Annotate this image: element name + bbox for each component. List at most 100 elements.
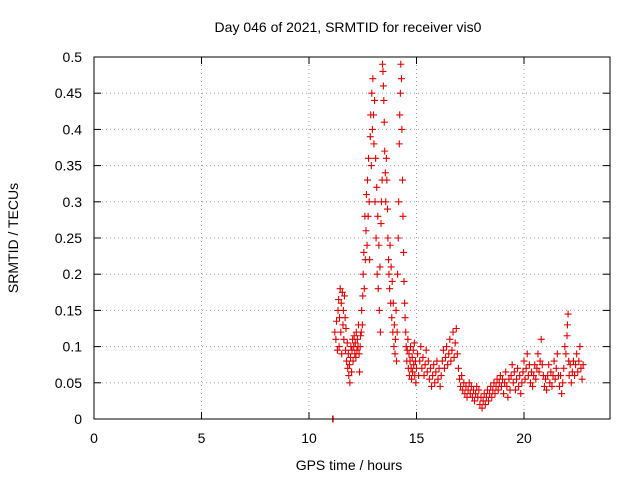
data-point bbox=[383, 176, 391, 184]
data-point bbox=[379, 60, 387, 68]
x-tick-label: 10 bbox=[301, 430, 317, 446]
data-point bbox=[385, 270, 393, 278]
data-point bbox=[523, 350, 531, 358]
data-point bbox=[345, 361, 353, 369]
data-point bbox=[547, 368, 555, 376]
data-point bbox=[488, 393, 496, 401]
data-point bbox=[555, 382, 563, 390]
data-point bbox=[502, 368, 510, 376]
data-point bbox=[501, 379, 509, 387]
data-point bbox=[417, 343, 425, 351]
data-point bbox=[380, 96, 388, 104]
data-point bbox=[578, 375, 586, 383]
y-axis-label: SRMTID / TECUs bbox=[5, 183, 21, 293]
data-point bbox=[538, 361, 546, 369]
data-point bbox=[365, 154, 373, 162]
data-point bbox=[372, 234, 380, 242]
data-point bbox=[420, 372, 428, 380]
data-point bbox=[398, 125, 406, 133]
data-point bbox=[532, 375, 540, 383]
data-point bbox=[500, 390, 508, 398]
data-point bbox=[379, 82, 387, 90]
data-point bbox=[408, 375, 416, 383]
data-point bbox=[338, 288, 346, 296]
data-point bbox=[445, 350, 453, 358]
data-point bbox=[507, 372, 515, 380]
data-point bbox=[375, 241, 383, 249]
data-point bbox=[573, 350, 581, 358]
data-point bbox=[337, 299, 345, 307]
data-points bbox=[329, 60, 587, 423]
data-point bbox=[443, 343, 451, 351]
data-point bbox=[380, 118, 388, 126]
data-point bbox=[355, 350, 363, 358]
data-point bbox=[399, 176, 407, 184]
data-point bbox=[333, 317, 341, 325]
data-point bbox=[356, 368, 364, 376]
data-point bbox=[422, 346, 430, 354]
data-point bbox=[360, 248, 368, 256]
data-point bbox=[364, 212, 372, 220]
y-tick-label: 0.4 bbox=[63, 121, 83, 137]
data-point bbox=[370, 140, 378, 148]
data-point bbox=[512, 375, 520, 383]
data-point bbox=[376, 263, 384, 271]
y-tick-label: 0.5 bbox=[63, 49, 83, 65]
data-point bbox=[353, 335, 361, 343]
data-point bbox=[473, 382, 481, 390]
data-point bbox=[425, 375, 433, 383]
data-point bbox=[440, 364, 448, 372]
data-point bbox=[379, 67, 387, 75]
data-point bbox=[553, 350, 561, 358]
data-point bbox=[438, 357, 446, 365]
data-point bbox=[522, 364, 530, 372]
data-point bbox=[359, 292, 367, 300]
data-point bbox=[383, 205, 391, 213]
data-point bbox=[366, 256, 374, 264]
data-point bbox=[337, 328, 345, 336]
data-point bbox=[494, 386, 502, 394]
data-point bbox=[437, 372, 445, 380]
data-point bbox=[390, 343, 398, 351]
data-point bbox=[395, 140, 403, 148]
data-point bbox=[557, 372, 565, 380]
data-point bbox=[516, 372, 524, 380]
data-point bbox=[478, 404, 486, 412]
data-point bbox=[421, 361, 429, 369]
data-point bbox=[344, 350, 352, 358]
data-point bbox=[335, 296, 343, 304]
data-point bbox=[396, 89, 404, 97]
data-point bbox=[366, 133, 374, 141]
data-point bbox=[343, 357, 351, 365]
data-point bbox=[410, 339, 418, 347]
data-point bbox=[558, 390, 566, 398]
data-point bbox=[350, 332, 358, 340]
data-point bbox=[374, 285, 382, 293]
data-point bbox=[543, 386, 551, 394]
data-point bbox=[515, 382, 523, 390]
data-point bbox=[388, 277, 396, 285]
y-tick-label: 0.05 bbox=[55, 375, 82, 391]
data-point bbox=[481, 401, 489, 409]
data-point bbox=[511, 386, 519, 394]
data-point bbox=[394, 270, 402, 278]
data-point bbox=[429, 372, 437, 380]
data-point bbox=[399, 212, 407, 220]
data-point bbox=[577, 364, 585, 372]
data-point bbox=[391, 350, 399, 358]
data-point bbox=[371, 96, 379, 104]
data-point bbox=[450, 353, 458, 361]
data-point bbox=[382, 198, 390, 206]
data-point bbox=[358, 321, 366, 329]
x-tick-label: 20 bbox=[516, 430, 532, 446]
y-tick-label: 0.25 bbox=[55, 230, 82, 246]
data-point bbox=[345, 372, 353, 380]
data-point bbox=[517, 390, 525, 398]
data-point bbox=[349, 357, 357, 365]
data-point bbox=[449, 328, 457, 336]
data-point bbox=[574, 368, 582, 376]
data-point bbox=[340, 292, 348, 300]
data-point bbox=[342, 346, 350, 354]
data-point bbox=[351, 339, 359, 347]
y-tick-label: 0.3 bbox=[63, 194, 83, 210]
